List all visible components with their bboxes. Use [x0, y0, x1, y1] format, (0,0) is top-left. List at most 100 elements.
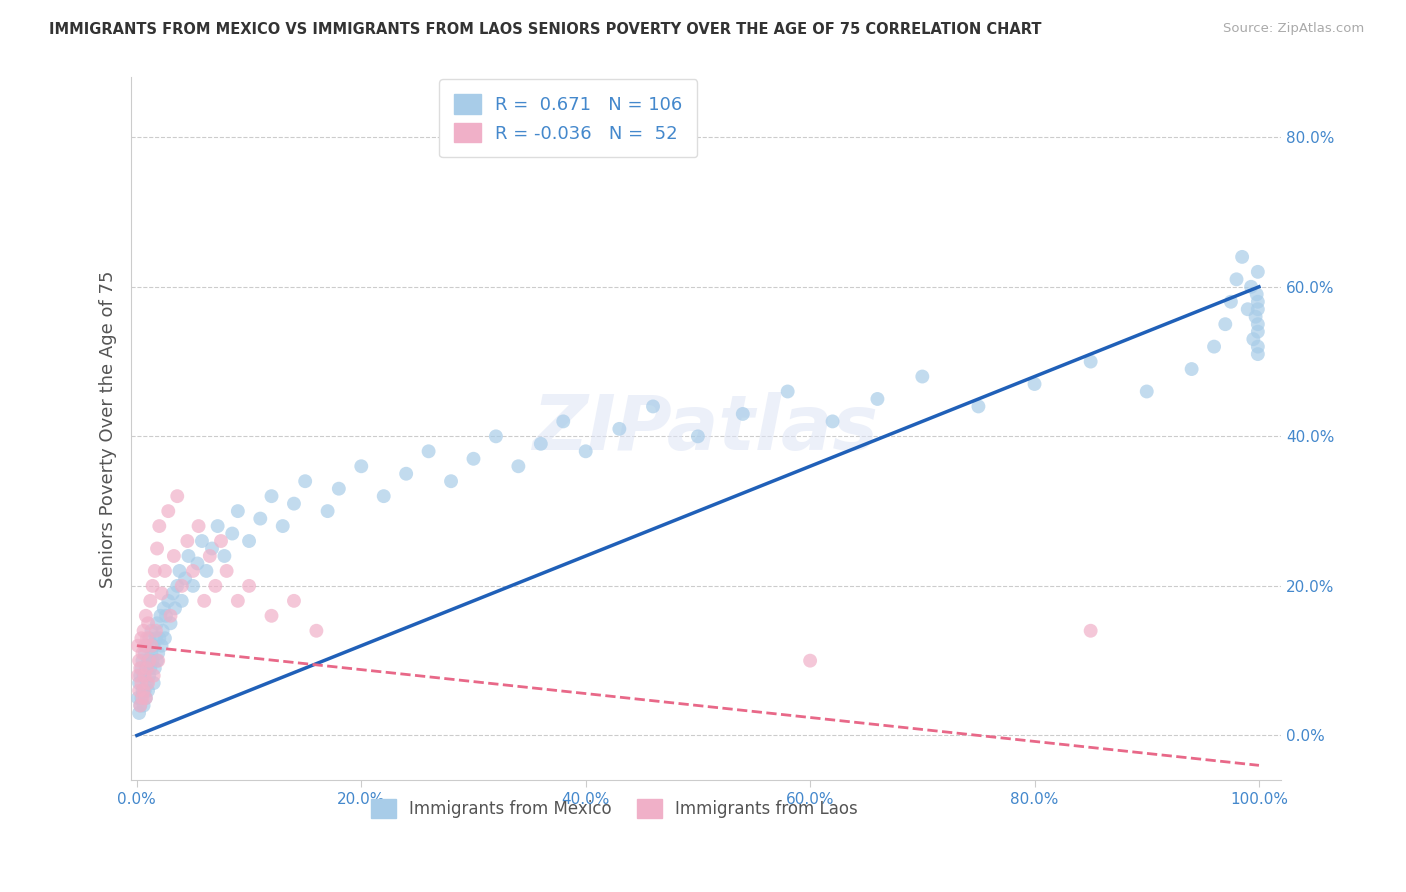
- Point: [131, 691, 153, 706]
- Point: [294, 474, 316, 488]
- Point: [132, 668, 155, 682]
- Point: [1244, 310, 1267, 324]
- Point: [207, 519, 229, 533]
- Point: [1246, 287, 1268, 301]
- Point: [1219, 294, 1241, 309]
- Point: [131, 632, 153, 646]
- Point: [395, 467, 418, 481]
- Point: [198, 549, 221, 563]
- Point: [731, 407, 754, 421]
- Point: [131, 691, 153, 706]
- Point: [1247, 347, 1270, 361]
- Text: ZIPatlas: ZIPatlas: [533, 392, 879, 466]
- Point: [127, 639, 149, 653]
- Point: [328, 482, 350, 496]
- Text: Source: ZipAtlas.com: Source: ZipAtlas.com: [1223, 22, 1364, 36]
- Point: [134, 683, 156, 698]
- Point: [238, 579, 260, 593]
- Point: [128, 683, 150, 698]
- Point: [132, 683, 155, 698]
- Point: [1225, 272, 1247, 286]
- Point: [283, 497, 305, 511]
- Point: [142, 654, 165, 668]
- Point: [155, 608, 177, 623]
- Text: IMMIGRANTS FROM MEXICO VS IMMIGRANTS FROM LAOS SENIORS POVERTY OVER THE AGE OF 7: IMMIGRANTS FROM MEXICO VS IMMIGRANTS FRO…: [49, 22, 1042, 37]
- Point: [1136, 384, 1159, 399]
- Point: [129, 698, 152, 713]
- Point: [135, 608, 157, 623]
- Point: [176, 534, 198, 549]
- Point: [799, 654, 821, 668]
- Point: [221, 526, 243, 541]
- Point: [530, 437, 553, 451]
- Point: [143, 564, 166, 578]
- Point: [135, 691, 157, 706]
- Point: [866, 392, 889, 406]
- Point: [145, 624, 167, 638]
- Point: [166, 579, 188, 593]
- Point: [153, 564, 176, 578]
- Point: [195, 564, 218, 578]
- Point: [191, 534, 214, 549]
- Point: [134, 646, 156, 660]
- Point: [131, 646, 153, 660]
- Point: [1080, 354, 1102, 368]
- Point: [193, 594, 215, 608]
- Point: [136, 632, 159, 646]
- Point: [373, 489, 395, 503]
- Point: [1236, 302, 1258, 317]
- Point: [553, 414, 575, 428]
- Point: [1241, 332, 1264, 346]
- Point: [146, 616, 169, 631]
- Point: [821, 414, 844, 428]
- Point: [174, 571, 197, 585]
- Point: [201, 541, 224, 556]
- Point: [418, 444, 440, 458]
- Point: [136, 683, 159, 698]
- Point: [141, 624, 163, 638]
- Point: [132, 698, 155, 713]
- Point: [127, 691, 149, 706]
- Point: [138, 632, 160, 646]
- Point: [226, 504, 249, 518]
- Point: [145, 632, 167, 646]
- Point: [776, 384, 799, 399]
- Point: [136, 654, 159, 668]
- Point: [146, 654, 169, 668]
- Point: [575, 444, 598, 458]
- Point: [141, 639, 163, 653]
- Point: [142, 668, 165, 682]
- Point: [136, 639, 159, 653]
- Point: [157, 504, 180, 518]
- Point: [1213, 317, 1236, 331]
- Point: [1247, 325, 1270, 339]
- Point: [1247, 302, 1270, 317]
- Point: [148, 654, 170, 668]
- Point: [136, 661, 159, 675]
- Point: [1181, 362, 1204, 376]
- Point: [186, 557, 208, 571]
- Point: [129, 698, 152, 713]
- Point: [163, 549, 186, 563]
- Point: [146, 541, 169, 556]
- Point: [134, 639, 156, 653]
- Point: [138, 668, 160, 682]
- Point: [143, 661, 166, 675]
- Point: [181, 579, 204, 593]
- Point: [238, 534, 260, 549]
- Point: [142, 676, 165, 690]
- Point: [249, 511, 271, 525]
- Point: [142, 639, 165, 653]
- Point: [283, 594, 305, 608]
- Point: [159, 608, 181, 623]
- Point: [215, 564, 238, 578]
- Point: [127, 668, 149, 682]
- Point: [967, 400, 990, 414]
- Point: [153, 632, 176, 646]
- Point: [1240, 280, 1263, 294]
- Point: [148, 632, 170, 646]
- Point: [148, 646, 170, 660]
- Point: [139, 594, 162, 608]
- Point: [138, 654, 160, 668]
- Point: [135, 661, 157, 675]
